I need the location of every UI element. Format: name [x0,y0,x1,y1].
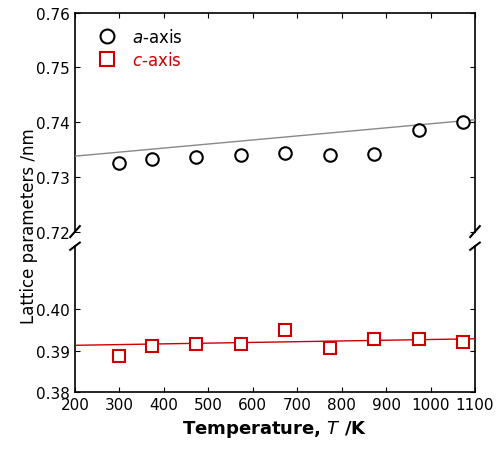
Text: Lattice parameters /nm: Lattice parameters /nm [20,128,38,323]
X-axis label: Temperature, $T$ /K: Temperature, $T$ /K [182,418,368,439]
Legend: $a$-axis, $c$-axis: $a$-axis, $c$-axis [84,22,189,76]
